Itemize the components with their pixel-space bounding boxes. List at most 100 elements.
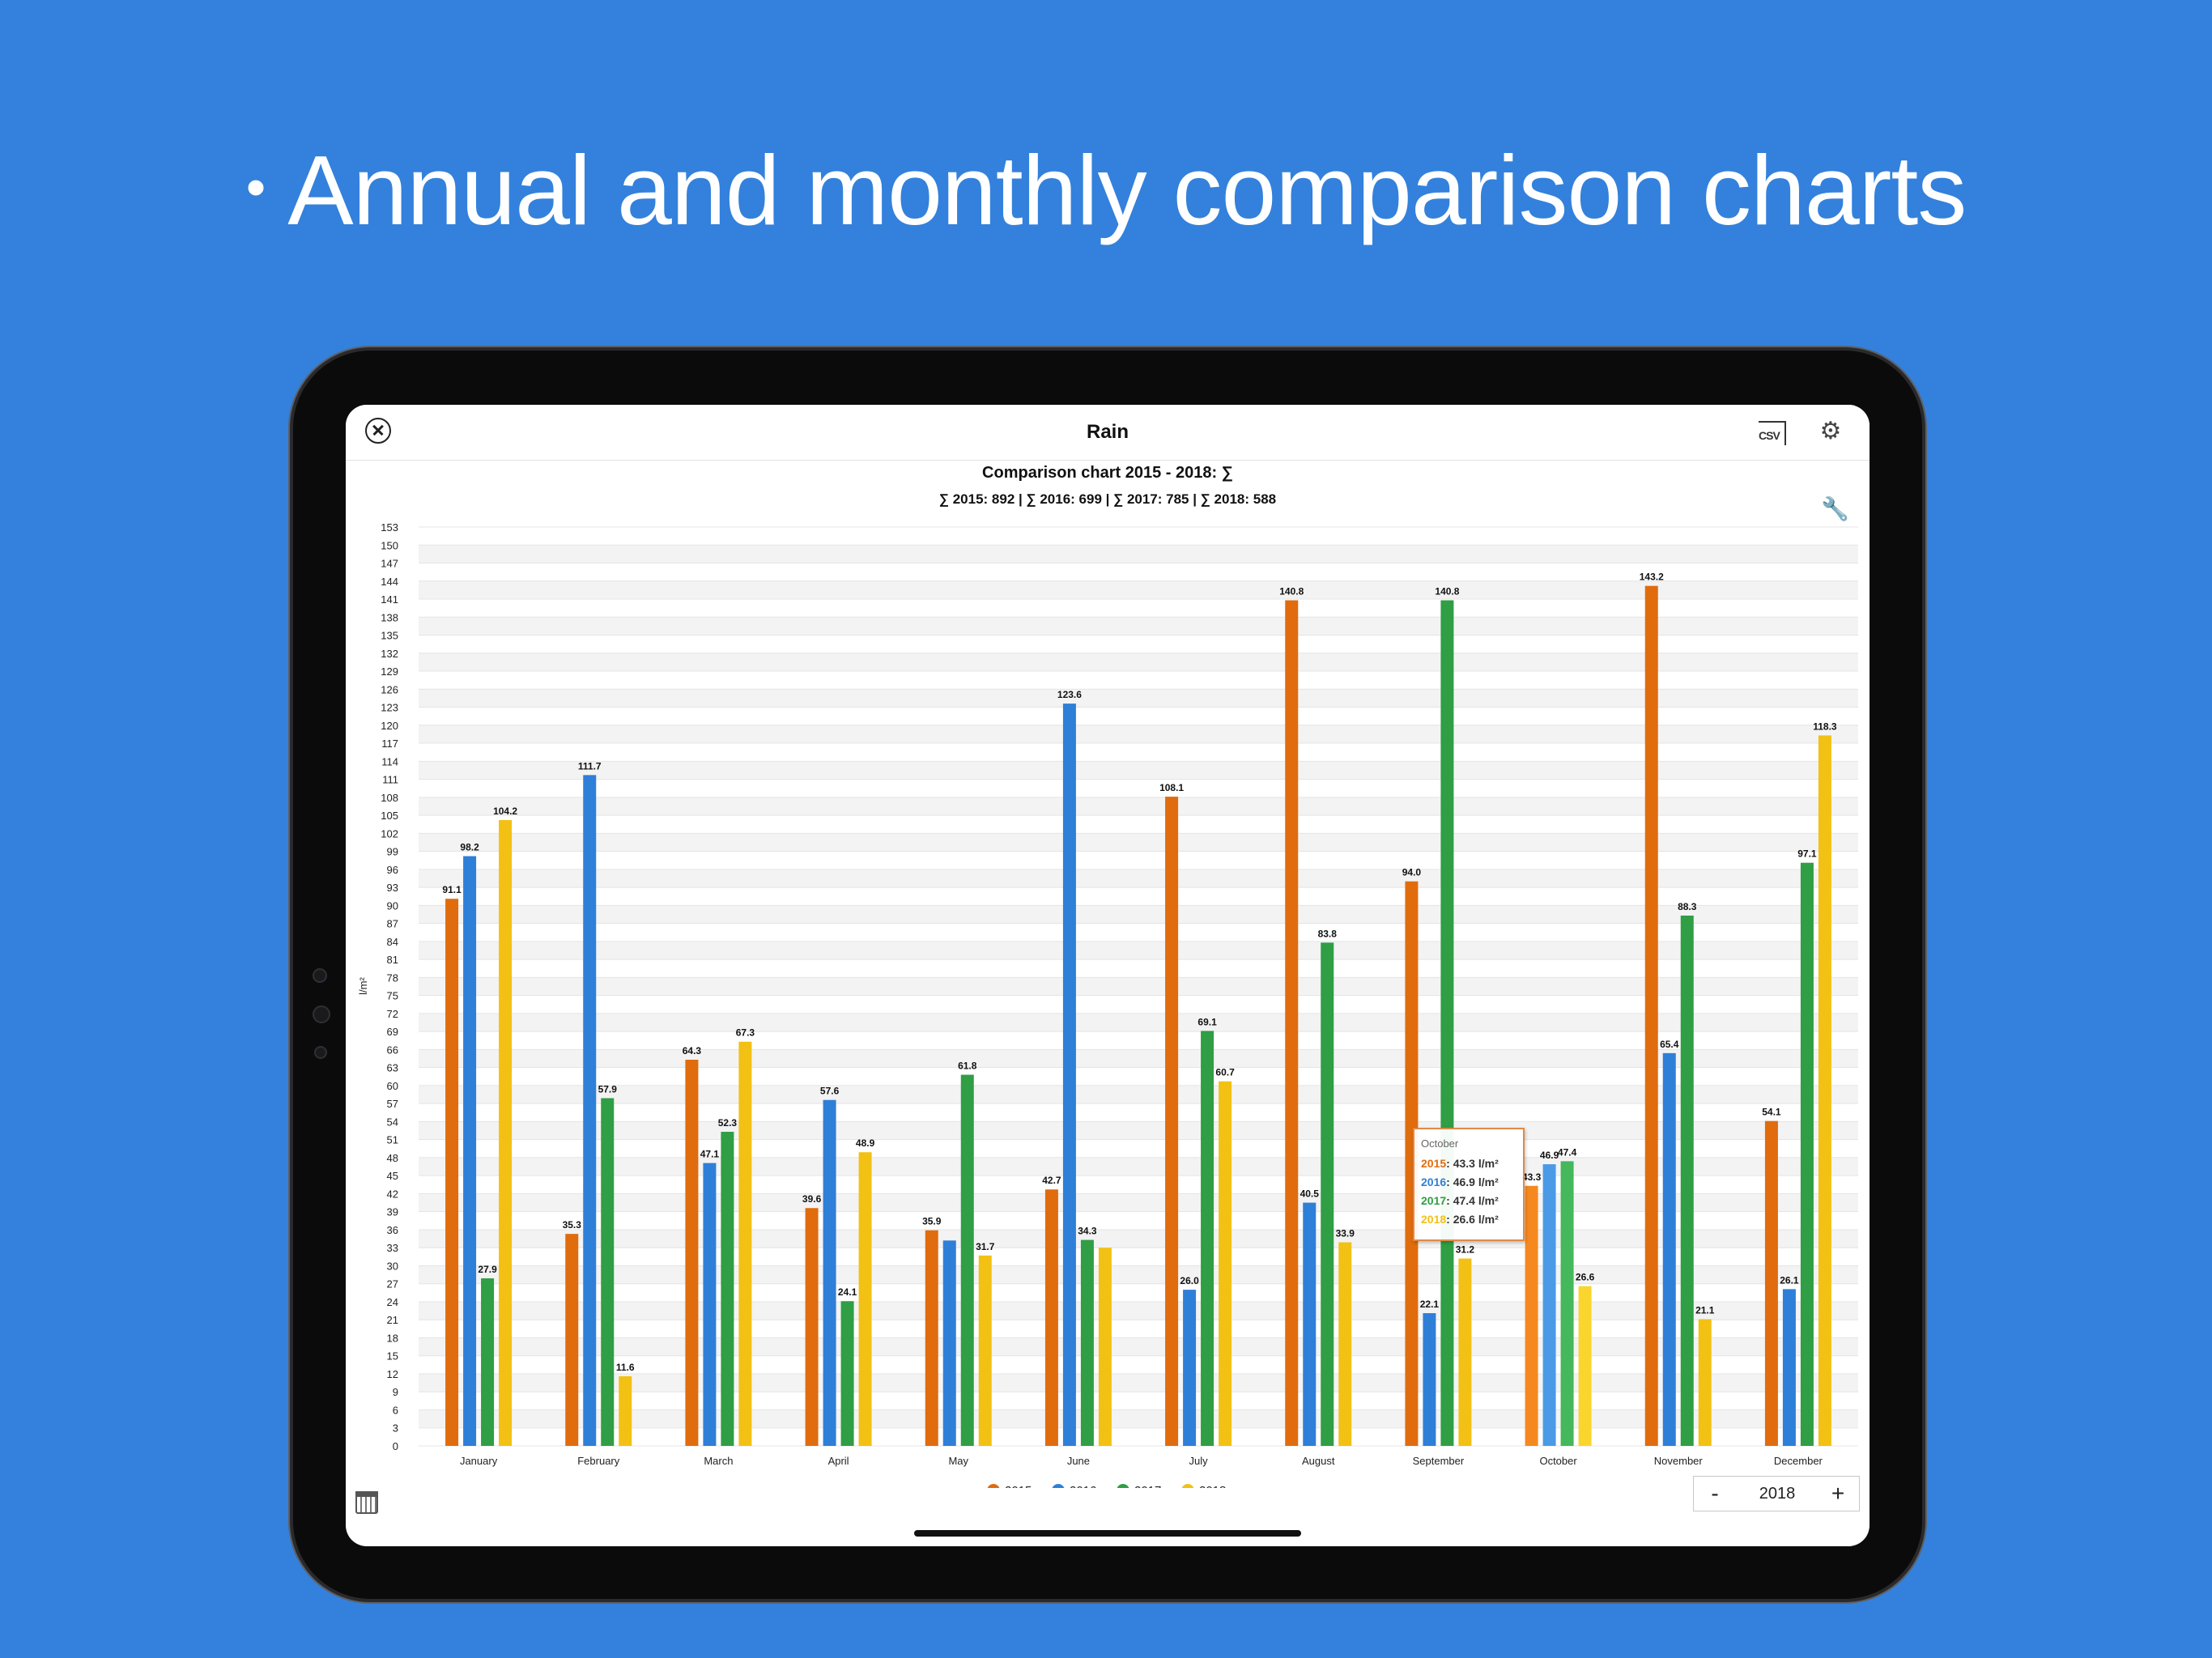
data-label: 69.1 <box>1197 1016 1217 1027</box>
y-tick-label: 105 <box>381 810 398 822</box>
y-tick-label: 126 <box>381 683 398 695</box>
grid-band <box>419 1373 1858 1392</box>
bar-2018-december <box>1818 735 1831 1446</box>
data-label: 88.3 <box>1678 901 1697 912</box>
volume-button-top-2 <box>476 346 534 351</box>
chart-tooltip: October 2015: 43.3 l/m² 2016: 46.9 l/m² … <box>1413 1128 1525 1241</box>
data-label: 42.7 <box>1042 1175 1061 1186</box>
grid-band <box>419 580 1858 600</box>
x-tick-label: April <box>828 1455 849 1467</box>
bar-2018-november <box>1698 1319 1712 1446</box>
tooltip-row-2015: 2015: 43.3 l/m² <box>1421 1154 1516 1173</box>
x-tick-label: September <box>1413 1455 1465 1467</box>
y-tick-label: 12 <box>387 1368 398 1380</box>
bar-2017-november <box>1680 915 1694 1446</box>
bar-2016-july <box>1183 1290 1197 1446</box>
bar-2017-october <box>1560 1161 1574 1446</box>
year-stepper: - 2018 + <box>1693 1476 1860 1511</box>
y-tick-label: 78 <box>387 971 398 984</box>
bar-2016-february <box>583 775 597 1446</box>
legend-swatch-2015 <box>987 1484 1000 1488</box>
x-tick-label: August <box>1302 1455 1335 1467</box>
decrement-year-button[interactable]: - <box>1711 1481 1719 1506</box>
y-tick-label: 102 <box>381 827 398 840</box>
y-tick-label: 72 <box>387 1008 398 1020</box>
y-tick-label: 90 <box>387 899 398 912</box>
data-label: 91.1 <box>442 884 462 895</box>
close-icon[interactable] <box>365 418 391 444</box>
y-tick-label: 30 <box>387 1260 398 1272</box>
data-label: 47.4 <box>1558 1146 1577 1158</box>
grid-band <box>419 1085 1858 1104</box>
tooltip-row-2018: 2018: 26.6 l/m² <box>1421 1210 1516 1229</box>
bar-2016-march <box>703 1163 717 1446</box>
grid-band <box>419 761 1858 780</box>
y-tick-label: 135 <box>381 630 398 642</box>
comparison-chart: Comparison chart 2015 - 2018: ∑ ∑ 2015: 8… <box>357 464 1858 1488</box>
data-label: 97.1 <box>1797 848 1817 860</box>
y-tick-label: 99 <box>387 846 398 858</box>
grid-band <box>419 1121 1858 1140</box>
data-label: 22.1 <box>1420 1299 1440 1310</box>
grid-band <box>419 1157 1858 1176</box>
data-label: 104.2 <box>493 806 517 817</box>
y-tick-label: 15 <box>387 1350 398 1363</box>
legend-label: 2016 <box>1070 1484 1096 1488</box>
y-tick-label: 141 <box>381 593 398 606</box>
bar-2017-september <box>1440 600 1454 1446</box>
bar-2017-may <box>960 1074 974 1446</box>
grid-band <box>419 941 1858 960</box>
tooltip-value: : 26.6 l/m² <box>1446 1213 1499 1226</box>
grid-band <box>419 689 1858 708</box>
calendar-icon[interactable] <box>355 1491 378 1514</box>
y-tick-label: 0 <box>393 1440 398 1452</box>
legend-label: 2015 <box>1005 1484 1032 1488</box>
tooltip-row-2016: 2016: 46.9 l/m² <box>1421 1173 1516 1192</box>
bar-2015-march <box>685 1060 699 1446</box>
x-tick-label: July <box>1189 1455 1209 1467</box>
y-tick-label: 21 <box>387 1314 398 1326</box>
y-tick-label: 42 <box>387 1188 398 1200</box>
csv-download-icon[interactable]: CSV <box>1759 421 1786 445</box>
y-tick-label: 84 <box>387 936 398 948</box>
data-label: 65.4 <box>1660 1039 1679 1050</box>
tooltip-value: : 46.9 l/m² <box>1446 1175 1499 1188</box>
bar-2017-july <box>1201 1031 1214 1446</box>
bar-2015-november <box>1644 585 1658 1446</box>
x-tick-label: November <box>1654 1455 1704 1467</box>
bar-2015-june <box>1044 1189 1058 1446</box>
gear-icon[interactable]: ⚙ <box>1819 418 1842 444</box>
y-tick-label: 33 <box>387 1242 398 1254</box>
data-label: 57.6 <box>820 1086 840 1097</box>
headline-text: Annual and monthly comparison charts <box>287 135 1967 245</box>
bar-2016-november <box>1662 1052 1676 1446</box>
wrench-icon[interactable]: 🔧 <box>1821 496 1849 521</box>
x-tick-label: December <box>1774 1455 1823 1467</box>
increment-year-button[interactable]: + <box>1831 1481 1845 1506</box>
y-tick-label: 54 <box>387 1116 398 1128</box>
bar-2018-june <box>1098 1248 1112 1446</box>
x-tick-label: January <box>460 1455 498 1467</box>
grid-band <box>419 869 1858 888</box>
csv-icon-label: CSV <box>1759 429 1780 442</box>
grid-band <box>419 1337 1858 1356</box>
navbar: Rain CSV ⚙ <box>346 405 1870 461</box>
data-label: 111.7 <box>578 760 602 772</box>
y-tick-label: 27 <box>387 1278 398 1290</box>
y-tick-label: 66 <box>387 1044 398 1056</box>
data-label: 52.3 <box>718 1117 738 1129</box>
bar-2018-september <box>1458 1258 1472 1446</box>
y-tick-label: 60 <box>387 1080 398 1092</box>
bar-2017-february <box>601 1098 615 1446</box>
y-tick-label: 96 <box>387 864 398 876</box>
data-label: 61.8 <box>958 1061 977 1072</box>
stepper-year-value: 2018 <box>1759 1485 1796 1503</box>
y-tick-label: 93 <box>387 882 398 894</box>
grid-band <box>419 1229 1858 1248</box>
tooltip-year: 2016 <box>1421 1175 1447 1188</box>
grid-band <box>419 617 1858 636</box>
legend-swatch-2017 <box>1117 1484 1129 1488</box>
data-label: 11.6 <box>616 1362 635 1373</box>
y-tick-label: 39 <box>387 1206 398 1218</box>
data-label: 60.7 <box>1215 1067 1235 1078</box>
